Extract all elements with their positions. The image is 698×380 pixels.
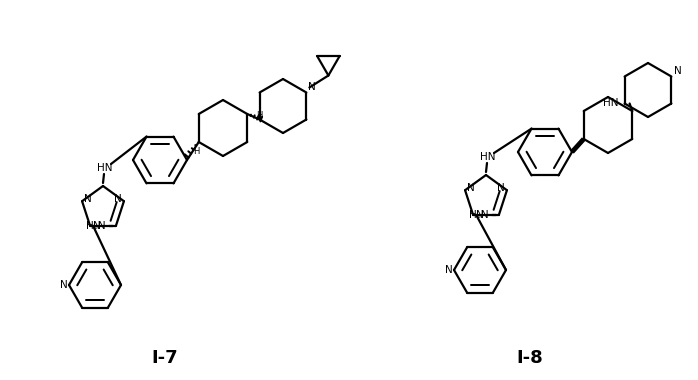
Text: HN: HN xyxy=(480,152,496,162)
Text: N: N xyxy=(467,183,475,193)
Text: N: N xyxy=(445,265,453,275)
Text: H₂N: H₂N xyxy=(86,221,105,231)
Text: N: N xyxy=(94,221,101,231)
Text: N: N xyxy=(308,82,315,92)
Text: H: H xyxy=(256,111,262,120)
Text: H₂N: H₂N xyxy=(469,210,489,220)
Text: HN: HN xyxy=(97,163,113,173)
Text: N: N xyxy=(476,210,484,220)
Text: I-8: I-8 xyxy=(517,349,543,367)
Text: H: H xyxy=(193,147,200,157)
Text: N: N xyxy=(60,280,68,290)
Text: N: N xyxy=(84,194,92,204)
Text: N: N xyxy=(497,183,505,193)
Text: N: N xyxy=(674,66,681,76)
Text: HN: HN xyxy=(603,98,618,109)
Text: N: N xyxy=(114,194,121,204)
Text: I-7: I-7 xyxy=(151,349,178,367)
